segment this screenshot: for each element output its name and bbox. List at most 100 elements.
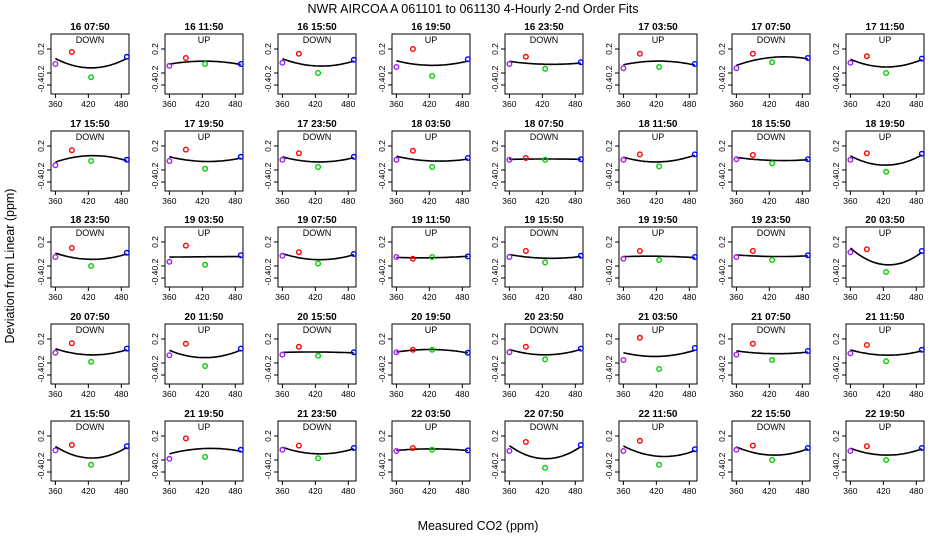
panel-frame bbox=[731, 33, 811, 95]
data-point bbox=[636, 50, 643, 57]
panel-title: 21 03:50 bbox=[638, 312, 678, 323]
panel-title: 21 15:50 bbox=[70, 409, 110, 420]
x-tick-label: 360 bbox=[275, 292, 289, 302]
y-tick-label: -0.2 bbox=[36, 162, 46, 177]
y-tick-label: -0.2 bbox=[263, 162, 273, 177]
y-tick-label: 0.2 bbox=[377, 236, 387, 248]
y-tick-label: -0.4 bbox=[490, 367, 500, 382]
panel-direction-label: UP bbox=[425, 228, 438, 238]
data-point bbox=[350, 445, 357, 452]
chart-title: NWR AIRCOA A 061101 to 061130 4-Hourly 2… bbox=[308, 2, 639, 16]
x-tick-label: 480 bbox=[455, 486, 469, 496]
data-point bbox=[863, 246, 870, 253]
panel-title: 18 11:50 bbox=[639, 119, 678, 130]
y-tick-label: -0.2 bbox=[263, 355, 273, 370]
x-tick-label: 360 bbox=[616, 99, 630, 109]
data-point bbox=[577, 345, 584, 352]
panel-direction-label: DOWN bbox=[76, 228, 105, 238]
data-point bbox=[279, 446, 286, 453]
panel-frame bbox=[845, 33, 925, 95]
data-point bbox=[522, 439, 529, 446]
x-tick-label: 360 bbox=[48, 486, 62, 496]
x-tick-label: 360 bbox=[48, 292, 62, 302]
panel-title: 16 11:50 bbox=[185, 22, 224, 33]
data-point bbox=[749, 247, 756, 254]
x-tick-label: 480 bbox=[909, 196, 923, 206]
y-tick-label: 0.2 bbox=[150, 430, 160, 442]
x-tick-label: 480 bbox=[795, 196, 809, 206]
data-point bbox=[506, 349, 513, 356]
x-tick-label: 480 bbox=[795, 292, 809, 302]
y-tick-label: -0.4 bbox=[377, 367, 387, 382]
x-tick-label: 480 bbox=[455, 292, 469, 302]
data-point bbox=[464, 349, 471, 356]
y-tick-label: -0.2 bbox=[150, 355, 160, 370]
x-tick-label: 480 bbox=[341, 486, 355, 496]
y-tick-label: 0.2 bbox=[831, 140, 841, 152]
data-point bbox=[691, 446, 698, 453]
y-tick-label: -0.4 bbox=[36, 367, 46, 382]
panel-frame bbox=[618, 323, 698, 385]
fit-curve bbox=[508, 445, 582, 460]
y-tick-label: 0.2 bbox=[150, 43, 160, 55]
data-point bbox=[656, 366, 663, 373]
panel-direction-label: DOWN bbox=[303, 325, 332, 335]
data-point bbox=[620, 448, 627, 455]
data-point bbox=[68, 244, 75, 251]
panel-direction-label: DOWN bbox=[76, 422, 105, 432]
x-tick-label: 480 bbox=[795, 389, 809, 399]
y-tick-label: 0.2 bbox=[263, 430, 273, 442]
x-tick-label: 480 bbox=[455, 196, 469, 206]
panel-direction-label: UP bbox=[879, 132, 892, 142]
data-point bbox=[315, 260, 322, 267]
data-point bbox=[52, 162, 59, 169]
x-tick-label: 360 bbox=[843, 486, 857, 496]
data-point bbox=[691, 61, 698, 68]
panel-title: 17 23:50 bbox=[297, 119, 337, 130]
data-point bbox=[804, 348, 811, 355]
x-tick-label: 360 bbox=[616, 292, 630, 302]
y-axis-label: Deviation from Linear (ppm) bbox=[3, 189, 17, 344]
panel-direction-label: UP bbox=[425, 422, 438, 432]
y-tick-label: 0.2 bbox=[36, 236, 46, 248]
panel-title: 16 07:50 bbox=[70, 22, 110, 33]
data-point bbox=[393, 253, 400, 260]
panel-title: 21 11:50 bbox=[866, 312, 905, 323]
fit-curve bbox=[736, 56, 808, 67]
x-tick-label: 420 bbox=[876, 292, 890, 302]
data-point bbox=[656, 461, 663, 468]
x-tick-label: 480 bbox=[909, 389, 923, 399]
x-tick-label: 480 bbox=[114, 486, 128, 496]
fit-curve bbox=[850, 349, 922, 356]
x-tick-label: 360 bbox=[843, 196, 857, 206]
panel-title: 19 03:50 bbox=[184, 215, 224, 226]
panel-direction-label: DOWN bbox=[757, 325, 786, 335]
panel-direction-label: DOWN bbox=[530, 132, 559, 142]
x-tick-label: 420 bbox=[762, 389, 776, 399]
y-tick-label: 0.2 bbox=[831, 43, 841, 55]
panel-frame bbox=[845, 130, 925, 192]
panel-direction-label: UP bbox=[198, 35, 211, 45]
panel-direction-label: UP bbox=[425, 35, 438, 45]
y-tick-label: -0.4 bbox=[604, 270, 614, 285]
x-tick-label: 360 bbox=[843, 292, 857, 302]
data-point bbox=[636, 151, 643, 158]
x-tick-label: 420 bbox=[649, 196, 663, 206]
data-point bbox=[749, 151, 756, 158]
data-point bbox=[847, 59, 854, 66]
y-tick-label: 0.2 bbox=[717, 140, 727, 152]
panel-direction-label: UP bbox=[652, 228, 665, 238]
x-tick-label: 480 bbox=[909, 99, 923, 109]
data-point bbox=[691, 253, 698, 260]
data-point bbox=[202, 363, 209, 370]
data-point bbox=[393, 156, 400, 163]
data-point bbox=[409, 147, 416, 154]
y-tick-label: -0.4 bbox=[36, 464, 46, 479]
